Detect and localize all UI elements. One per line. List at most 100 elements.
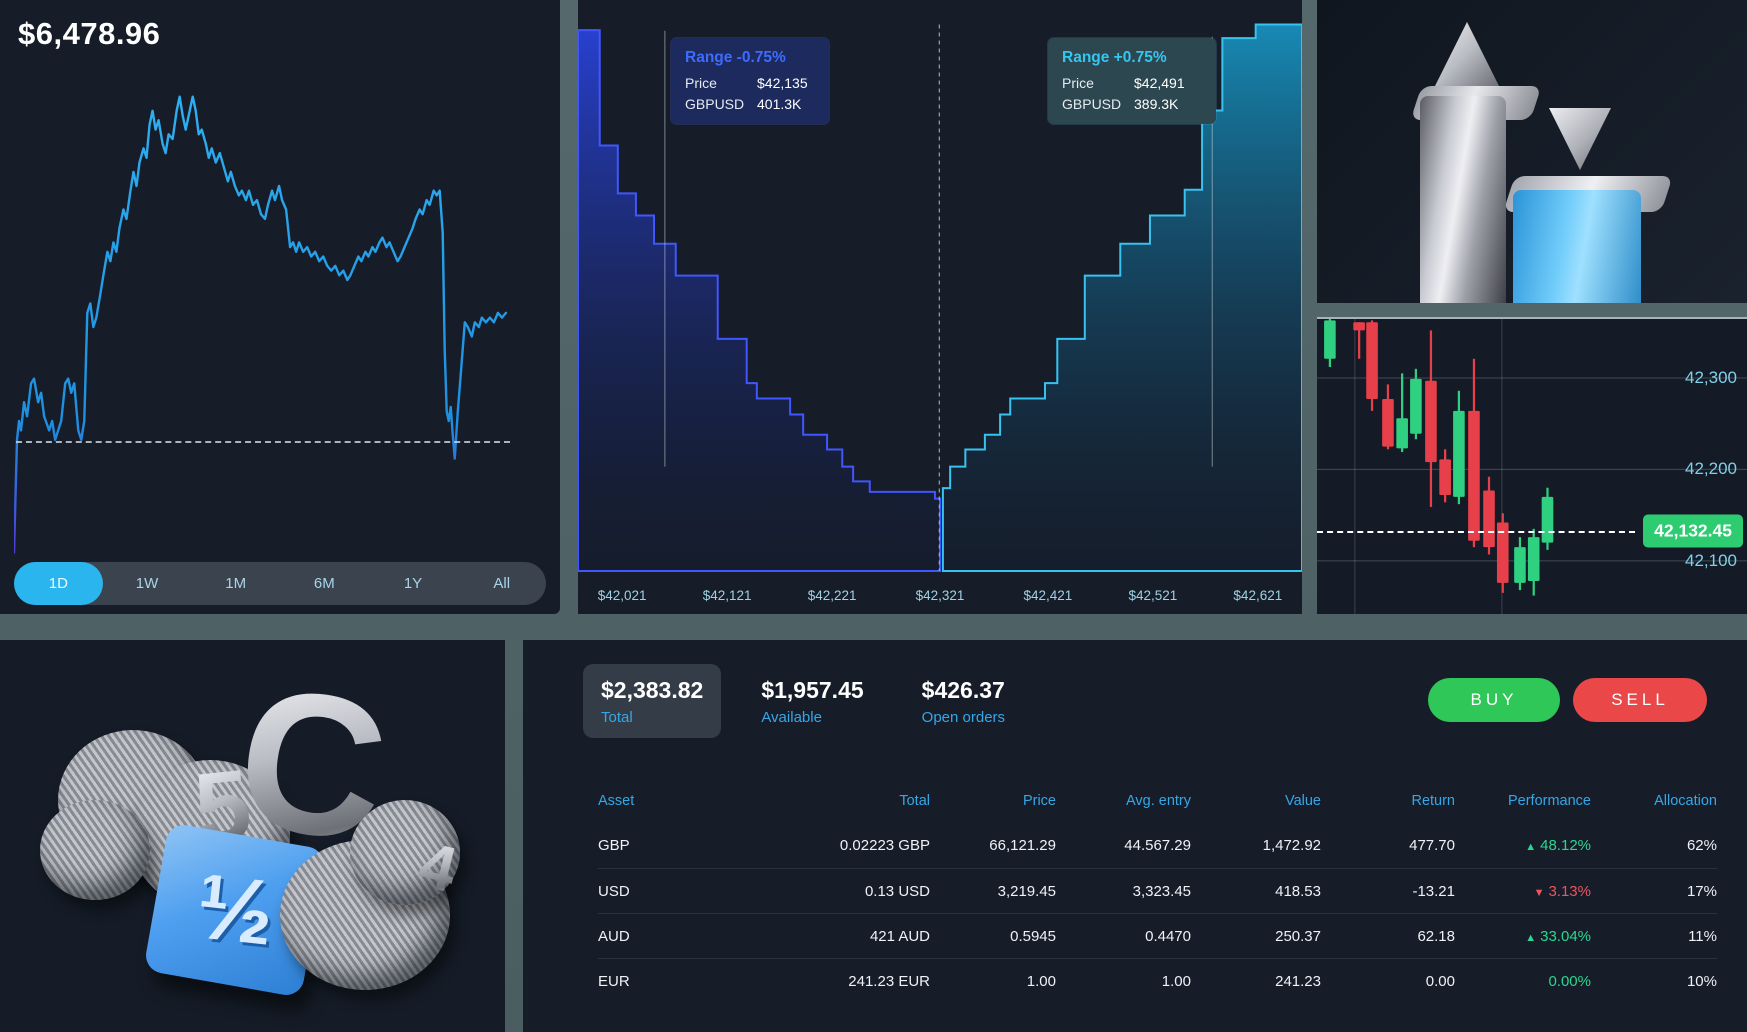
buy-button[interactable]: BUY [1428,678,1560,722]
summary-total[interactable]: $2,383.82 Total [583,664,722,738]
decor-blob [40,800,150,900]
time-range-selector: 1D 1W 1M 6M 1Y All [14,562,546,605]
depth-x-label: $42,121 [702,588,752,603]
column-header-performance: Performance [1507,792,1591,809]
asset-row-gbp[interactable]: GBP 0.02223 GBP 66,121.29 44.567.29 1,472.92… [598,823,1717,868]
time-range-6m[interactable]: 6M [313,575,335,592]
return-cell: -13.21 [1412,882,1455,900]
asset-name: GBP [598,837,630,854]
time-range-1d[interactable]: 1D [14,562,103,605]
price-cell: 3,219.45 [997,882,1056,900]
total-cell: 0.13 USD [864,882,930,900]
tooltip-row-value: 389.3K [1134,96,1179,112]
summary-label: Open orders [921,709,1006,726]
column-header-allocation: Allocation [1654,792,1717,809]
summary-label: Total [601,709,633,726]
performance-cell: 0.00% [1548,972,1591,990]
3d-numbers-illustration-panel: C 5 ½ 4 [0,640,505,1032]
depth-x-axis: $42,021 $42,121 $42,221 $42,321 $42,421 $42,5… [578,588,1302,606]
last-price-dashed-line [1317,531,1636,534]
summary-value: $426.37 [921,677,1005,703]
price-axis-label: 42,300 [1685,367,1737,387]
summary-open-orders[interactable]: $426.37 Open orders [904,664,1023,738]
summary-label: Available [761,709,822,726]
time-range-1m[interactable]: 1M [225,575,247,592]
sell-button[interactable]: SELL [1573,678,1707,722]
summary-value: $1,957.45 [761,677,864,703]
summary-value: $2,383.82 [601,677,704,703]
value-cell: 250.37 [1275,927,1321,945]
candlestick-chart[interactable] [1317,319,1747,614]
performance-cell: ▲ 48.12% [1525,837,1591,854]
performance-cell: ▼ 3.13% [1533,882,1591,900]
return-cell: 477.70 [1409,837,1455,854]
avg-entry-cell: 3,323.45 [1132,882,1191,900]
orders-panel: $2,383.82 Total $1,957.45 Available $426… [523,640,1747,1032]
time-range-1y[interactable]: 1Y [403,575,423,592]
depth-tooltip-asks: Range +0.75% Price $42,491 GBPUSD 389.3K [1048,38,1216,124]
avg-entry-cell: 1.00 [1161,972,1191,990]
balance-line-chart [14,92,516,562]
tooltip-row-label: Price [1062,75,1094,91]
tooltip-row-label: Price [685,75,717,91]
column-header-total: Total [899,792,930,809]
column-header-return: Return [1411,792,1455,809]
summary-available[interactable]: $1,957.45 Available [743,664,881,738]
depth-x-label: $42,521 [1128,588,1178,603]
return-cell: 0.00 [1425,972,1455,990]
asset-row-usd[interactable]: USD 0.13 USD 3,219.45 3,323.45 418.53 -13.21 ▼… [598,868,1717,913]
asset-row-aud[interactable]: AUD 421 AUD 0.5945 0.4470 250.37 62.18 ▲ 33.04%… [598,913,1717,958]
depth-x-label: $42,021 [597,588,647,603]
depth-x-label: $42,621 [1233,588,1283,603]
performance-cell: ▲ 33.04% [1525,927,1591,945]
asset-row-eur[interactable]: EUR 241.23 EUR 1.00 1.00 241.23 0.00 0.00% 10% [598,958,1717,1003]
depth-tooltip-bids: Range -0.75% Price $42,135 GBPUSD 401.3K [671,38,829,124]
assets-table-header: Asset Total Price Avg. entry Value Return Perf… [598,778,1717,823]
time-range-1w[interactable]: 1W [135,575,159,592]
arrow-up-icon: ▲ [1525,841,1537,853]
depth-chart-panel: Range -0.75% Price $42,135 GBPUSD 401.3K… [578,0,1302,614]
avg-entry-cell: 0.4470 [1145,927,1191,945]
last-price-badge: 42,132.45 [1643,514,1743,548]
tooltip-row-label: GBPUSD [685,96,745,112]
column-header-price: Price [1022,792,1056,809]
asset-name: AUD [598,927,630,945]
value-cell: 241.23 [1275,972,1321,990]
total-cell: 241.23 EUR [848,972,930,990]
tooltip-row-value: $42,135 [757,75,808,91]
price-cell: 0.5945 [1010,927,1056,945]
asset-name: EUR [598,972,630,990]
price-axis-label: 42,200 [1685,459,1737,479]
up-triangle-3d-icon [1435,22,1499,86]
baseline-dashed-line [16,441,510,443]
value-cell: 418.53 [1275,882,1321,900]
assets-table-body: GBP 0.02223 GBP 66,121.29 44.567.29 1,472.92… [598,823,1717,1003]
3d-bars-illustration-panel [1317,0,1747,303]
value-cell: 1,472.92 [1262,837,1321,854]
account-summary: $2,383.82 Total $1,957.45 Available $426… [583,664,1045,738]
assets-table: Asset Total Price Avg. entry Value Return Perf… [598,778,1717,1003]
tooltip-title: Range -0.75% [685,49,786,66]
total-cell: 421 AUD [869,927,930,945]
decor-half-glyph: ½ [191,854,279,965]
candlestick-panel: 42,132.45 42,300 42,200 42,100 [1317,317,1747,614]
time-range-all[interactable]: All [493,575,511,592]
price-cell: 66,121.29 [989,837,1056,854]
avg-entry-cell: 44.567.29 [1124,837,1191,854]
column-header-asset: Asset [598,792,635,809]
arrow-up-icon: ▲ [1525,931,1537,944]
tooltip-row-label: GBPUSD [1062,96,1122,112]
down-triangle-3d-icon [1549,108,1611,170]
arrow-down-icon: ▼ [1533,886,1545,899]
depth-x-label: $42,221 [807,588,857,603]
allocation-cell: 17% [1686,882,1717,900]
silver-bar-3d [1420,96,1506,303]
tooltip-row-value: 401.3K [757,96,802,112]
price-axis-label: 42,100 [1685,550,1737,570]
blue-bar-3d [1513,190,1641,303]
portfolio-panel: $6,478.96 1D 1W 1M 6M 1Y All [0,0,560,614]
depth-x-label: $42,421 [1023,588,1073,603]
price-cell: 1.00 [1026,972,1056,990]
decor-blob [350,800,460,905]
